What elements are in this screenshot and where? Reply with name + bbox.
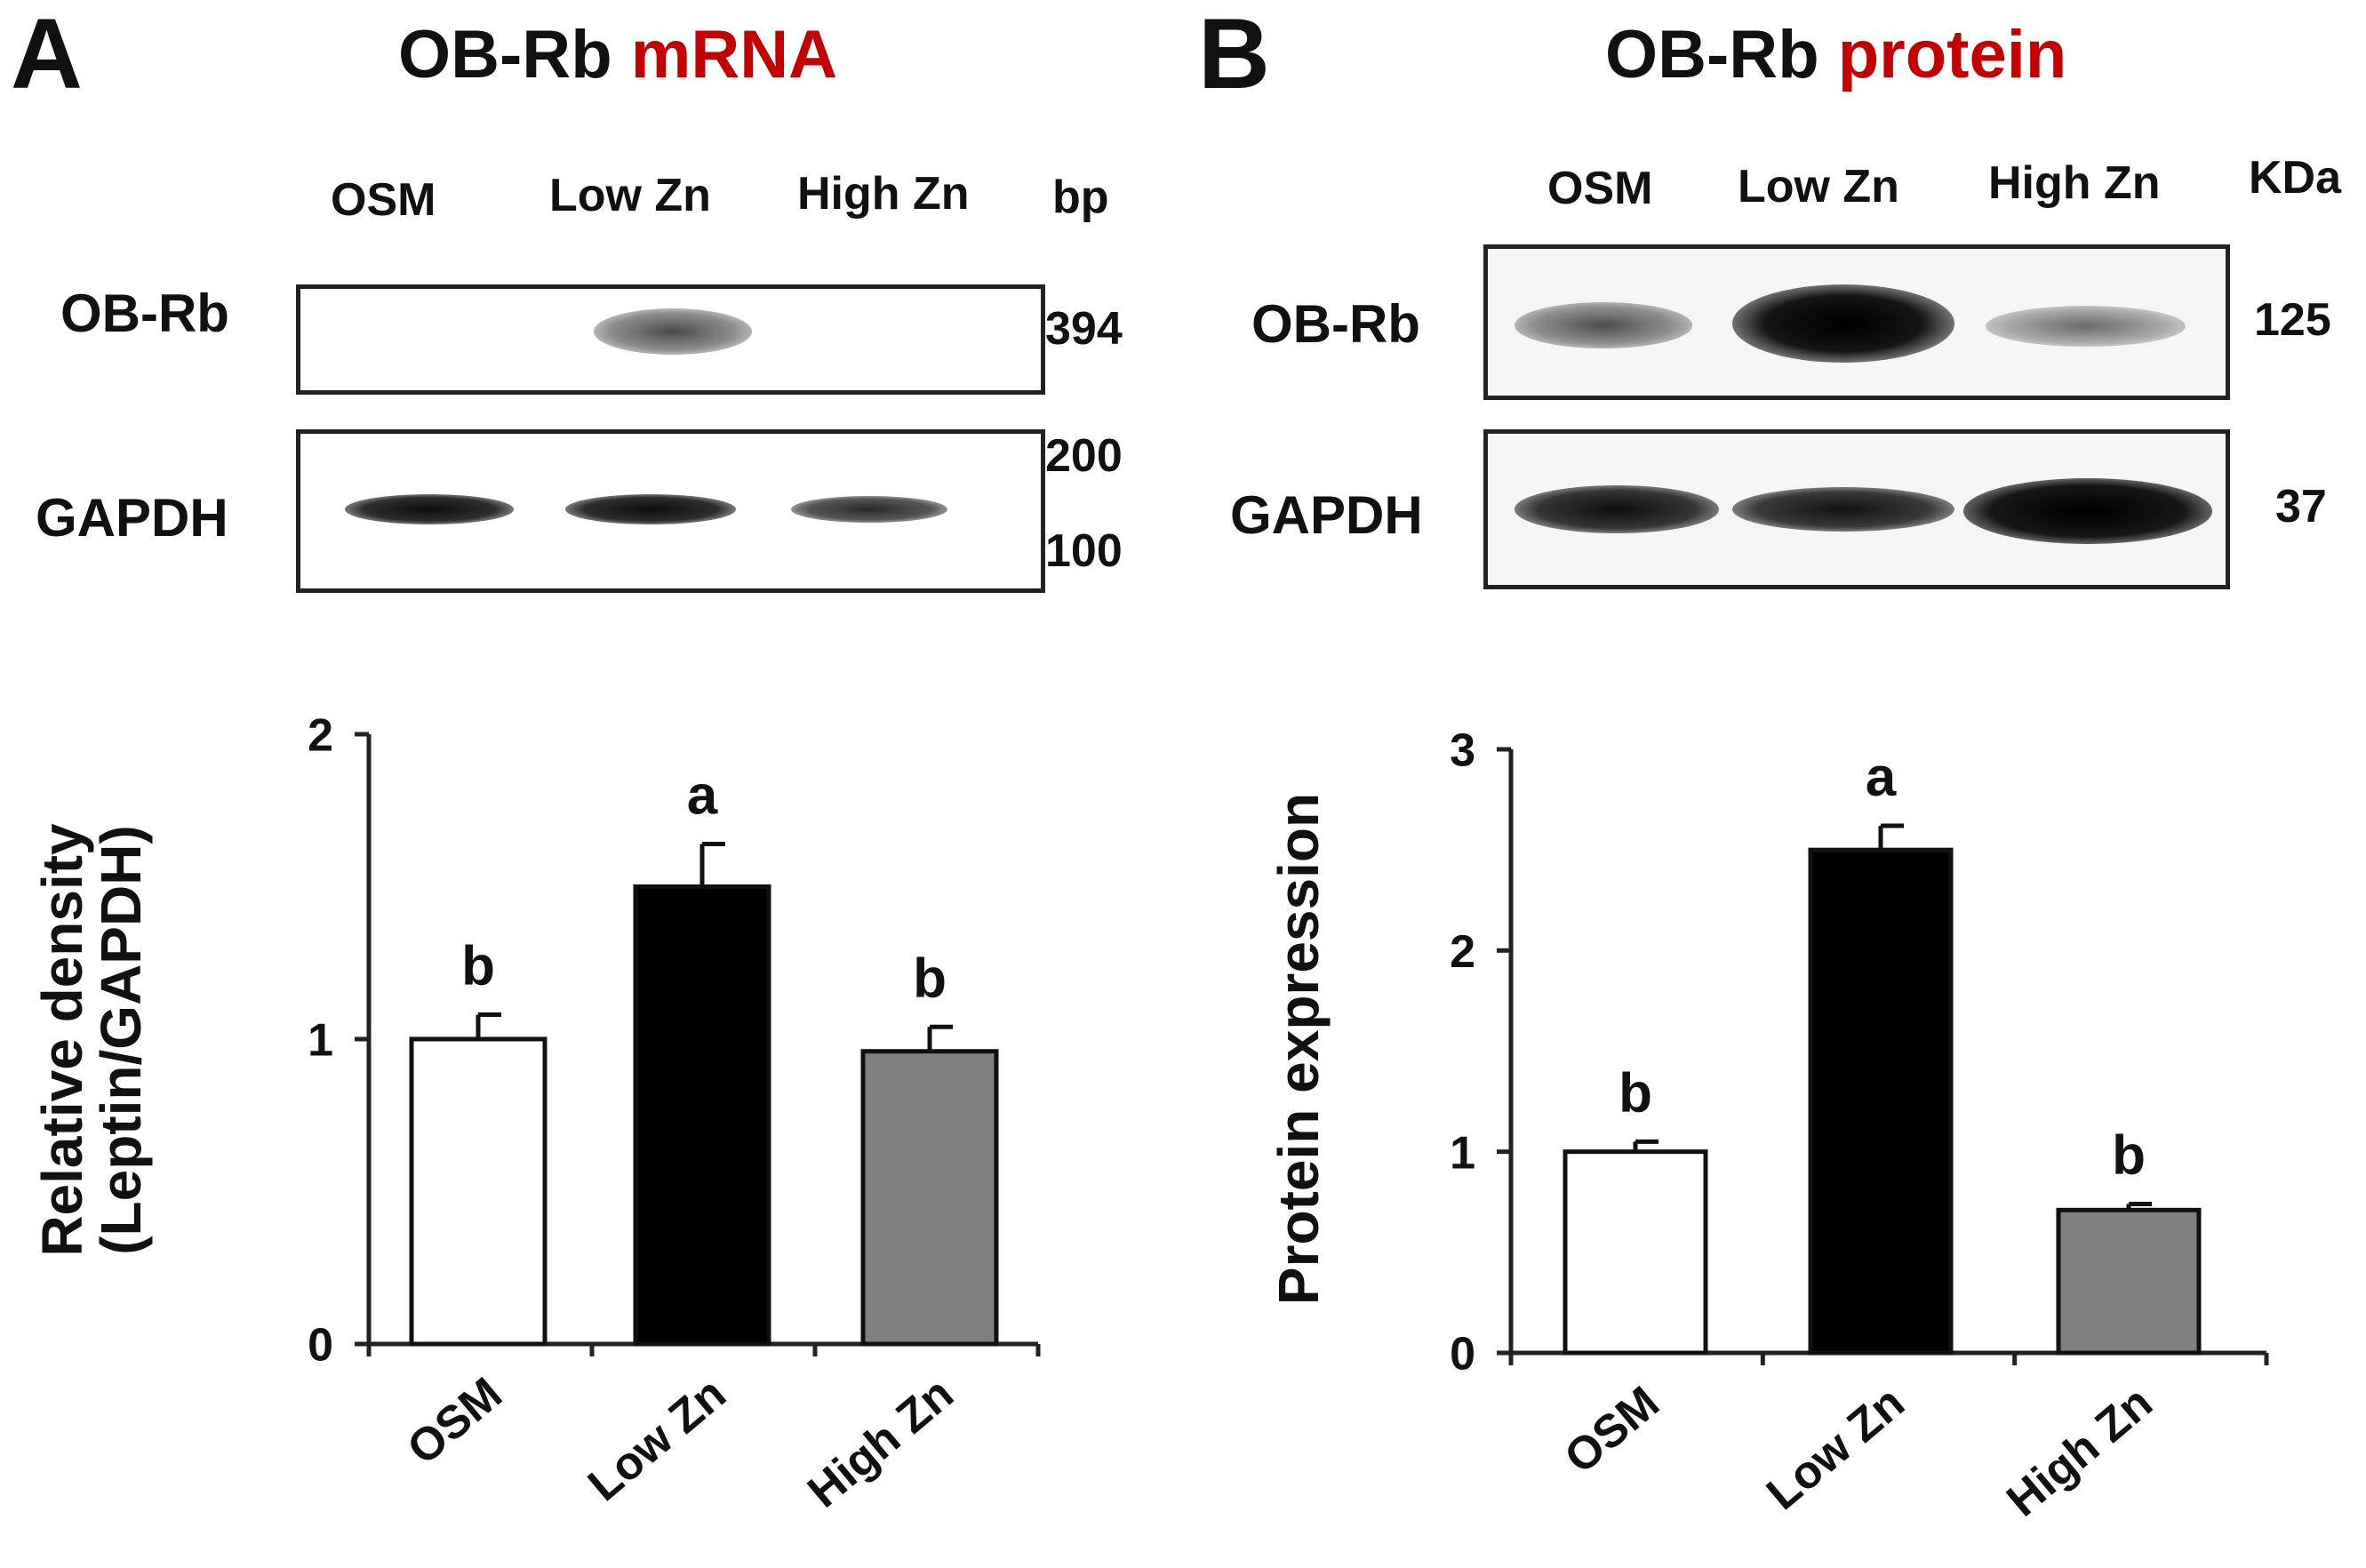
panel-b-row-obrb: OB-Rb <box>1251 294 1420 354</box>
significance-letter: a <box>687 764 718 826</box>
y-tick-label: 3 <box>1450 725 1475 777</box>
significance-letter: b <box>461 936 495 997</box>
band-b-obrb-osm <box>1515 302 1692 348</box>
category-label: High Zn <box>1997 1377 2162 1527</box>
panel-b-marker-125: 125 <box>2254 294 2331 346</box>
significance-letter: a <box>1866 747 1897 808</box>
significance-letter: b <box>1619 1062 1652 1124</box>
panel-b-title-main: OB-Rb <box>1605 17 1819 92</box>
panel-a-letter: A <box>11 0 83 109</box>
panel-b-lane-osm: OSM <box>1547 163 1653 214</box>
panel-a-row-gapdh: GAPDH <box>36 488 228 548</box>
panel-b-lane-high-zn: High Zn <box>1988 157 2161 209</box>
panel-a-marker-100: 100 <box>1045 525 1123 577</box>
panel-a-marker-394: 394 <box>1045 303 1123 355</box>
band-b-obrb-low <box>1732 284 1954 363</box>
panel-a-unit-bp: bp <box>1052 172 1109 223</box>
y-axis-label: Protein expression <box>1267 793 1331 1305</box>
panel-a-lane-low-zn: Low Zn <box>549 170 711 221</box>
category-label: OSM <box>1555 1377 1669 1484</box>
panel-b-blot-obrb <box>1483 244 2230 400</box>
panel-b-lane-low-zn: Low Zn <box>1738 161 1899 212</box>
panel-a-lane-high-zn: High Zn <box>797 168 970 220</box>
bar-low-zn <box>1808 847 1954 1356</box>
y-axis-label: (Leptin/GAPDH) <box>89 825 153 1255</box>
panel-b-title: OB-Rb protein <box>1605 16 2066 93</box>
band-b-obrb-high <box>1986 306 2186 347</box>
y-axis-label: Relative density <box>30 823 94 1257</box>
panel-b-unit-kda: KDa <box>2249 152 2342 204</box>
panel-b-blot-gapdh <box>1483 429 2230 589</box>
band-b-gapdh-high <box>1963 478 2212 544</box>
bar-high-zn <box>860 1049 999 1347</box>
panel-b-title-accent: protein <box>1837 17 2067 92</box>
panel-a-title-accent: mRNA <box>630 17 837 92</box>
band-a-obrb-low <box>594 308 752 355</box>
panel-a-marker-200: 200 <box>1045 430 1123 482</box>
band-a-gapdh-high <box>791 496 947 523</box>
panel-b-letter: B <box>1198 0 1270 109</box>
y-tick-label: 1 <box>1450 1127 1475 1179</box>
y-tick-label: 0 <box>308 1320 333 1372</box>
y-tick-label: 0 <box>1450 1329 1475 1380</box>
band-a-gapdh-osm <box>345 494 514 524</box>
bar-osm <box>1563 1149 1708 1356</box>
panel-a-row-obrb: OB-Rb <box>60 284 229 343</box>
panel-a-title-main: OB-Rb <box>398 17 612 92</box>
bar-high-zn <box>2056 1207 2202 1356</box>
significance-letter: b <box>2112 1125 2146 1187</box>
band-b-gapdh-low <box>1732 487 1954 532</box>
category-label: Low Zn <box>1757 1377 1914 1520</box>
bar-low-zn <box>633 884 771 1347</box>
significance-letter: b <box>913 948 947 1009</box>
panel-a-blot-obrb <box>296 284 1045 395</box>
panel-a-title: OB-Rb mRNA <box>398 16 837 93</box>
y-tick-label: 1 <box>308 1015 333 1067</box>
y-tick-label: 2 <box>308 710 333 762</box>
panel-b-row-gapdh: GAPDH <box>1230 485 1423 545</box>
panel-a-blot-gapdh <box>296 429 1045 593</box>
panel-b-marker-37: 37 <box>2275 481 2327 532</box>
band-b-gapdh-osm <box>1515 485 1719 533</box>
band-a-gapdh-low <box>565 494 736 524</box>
panel-a-lane-osm: OSM <box>331 174 436 226</box>
y-tick-label: 2 <box>1450 926 1475 978</box>
